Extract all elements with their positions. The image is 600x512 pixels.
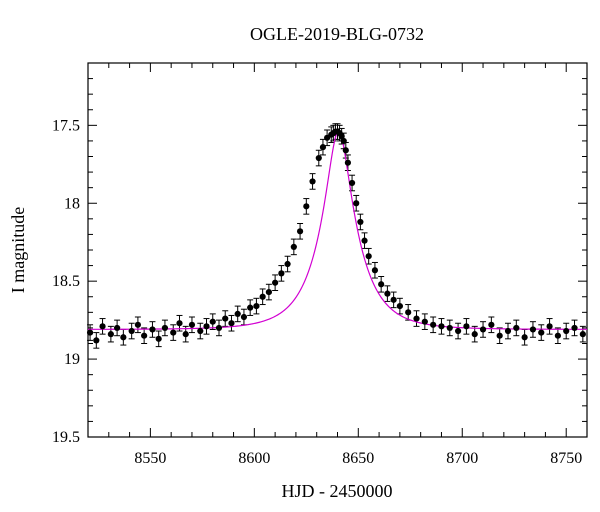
data-point (176, 320, 183, 327)
plot-frame (87, 62, 588, 438)
data-point (454, 327, 462, 335)
data-point (278, 270, 285, 277)
data-point (421, 318, 428, 325)
data-point (479, 326, 487, 333)
data-point (134, 321, 141, 328)
data-point (228, 320, 235, 327)
y-tick-label: 18.5 (52, 273, 80, 290)
data-points (86, 128, 586, 344)
data-point (338, 133, 345, 140)
data-point (120, 334, 127, 341)
data-point (170, 329, 177, 336)
data-point (182, 331, 189, 338)
data-point (222, 315, 229, 322)
data-point (99, 323, 106, 330)
data-point (149, 326, 156, 333)
data-point (272, 279, 279, 286)
x-tick-label: 8700 (446, 450, 478, 467)
data-point (579, 331, 586, 338)
data-point (340, 137, 347, 145)
data-point (357, 218, 364, 226)
data-point (259, 293, 266, 300)
y-tick-label: 18 (64, 195, 80, 212)
data-point (93, 337, 100, 344)
error-bars (87, 123, 586, 349)
data-point (546, 323, 553, 330)
data-point (413, 315, 420, 322)
model-curve (88, 130, 588, 330)
data-point (215, 324, 223, 332)
x-tick-label: 8550 (134, 450, 166, 467)
data-point (197, 327, 204, 335)
data-point (504, 327, 512, 335)
data-point (209, 318, 216, 325)
chart-title: OGLE-2019-BLG-0732 (250, 24, 424, 44)
data-point (344, 159, 351, 166)
data-point (253, 303, 260, 310)
data-point (353, 200, 360, 207)
data-point (361, 237, 368, 244)
axis-ticks (87, 62, 588, 438)
data-point (303, 203, 310, 210)
data-point (161, 324, 169, 332)
data-point (471, 331, 478, 338)
data-point (203, 323, 210, 330)
data-point (348, 179, 356, 187)
data-point (446, 324, 453, 332)
data-point (296, 228, 304, 235)
x-tick-labels: 8550 8600 8650 8700 8750 (134, 450, 582, 467)
data-point (529, 326, 537, 333)
y-tick-label: 19 (64, 351, 80, 368)
data-point (86, 329, 94, 336)
data-point (378, 281, 385, 288)
data-point (384, 290, 391, 297)
x-tick-label: 8650 (342, 450, 374, 467)
data-point (513, 324, 520, 332)
data-point (371, 267, 379, 274)
data-point (365, 253, 372, 260)
y-tick-label: 19.5 (52, 429, 80, 446)
data-point (319, 144, 327, 151)
data-point (563, 327, 570, 335)
data-point (463, 323, 470, 330)
data-point (234, 310, 241, 317)
data-point (284, 260, 291, 268)
data-point (114, 324, 121, 332)
data-point (141, 332, 148, 339)
data-point (240, 313, 248, 321)
x-axis-label: HJD - 2450000 (282, 481, 393, 501)
x-tick-label: 8600 (238, 450, 270, 467)
data-point (521, 334, 528, 341)
y-tick-labels: 17.5 18 18.5 19 19.5 (52, 117, 80, 446)
data-point (488, 321, 495, 328)
data-point (396, 303, 403, 310)
data-point (405, 309, 412, 316)
data-point (390, 296, 397, 303)
y-tick-label: 17.5 (52, 117, 80, 134)
data-point (342, 147, 349, 154)
data-point (554, 332, 561, 339)
data-point (315, 154, 322, 162)
data-point (107, 331, 114, 338)
data-point (265, 288, 272, 296)
data-point (247, 304, 254, 311)
data-point (155, 335, 162, 342)
data-point (430, 321, 437, 328)
data-point (128, 327, 135, 335)
data-point (290, 243, 297, 250)
data-point (309, 178, 316, 185)
data-point (188, 321, 196, 328)
x-tick-label: 8750 (550, 450, 582, 467)
data-point (571, 324, 578, 332)
data-point (538, 329, 545, 336)
data-point (438, 323, 445, 330)
y-axis-label: I magnitude (8, 207, 28, 293)
data-point (496, 332, 503, 339)
